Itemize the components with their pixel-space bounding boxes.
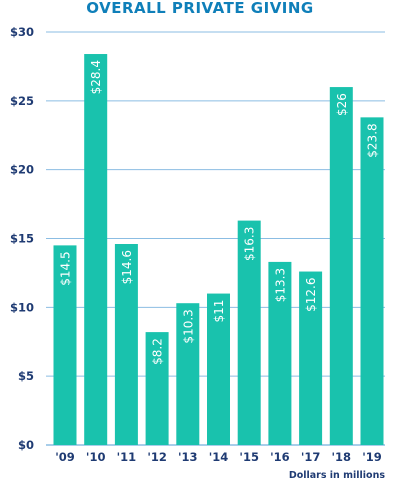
x-tick-label: '09 bbox=[55, 450, 75, 464]
y-tick-label: $25 bbox=[10, 94, 34, 108]
y-tick-label: $10 bbox=[10, 300, 34, 314]
bar-value-label: $28.4 bbox=[89, 60, 103, 94]
bar-value-label: $8.2 bbox=[151, 338, 165, 365]
bar bbox=[299, 271, 323, 445]
bar-value-label: $26 bbox=[335, 93, 349, 116]
bar bbox=[145, 332, 169, 445]
bar-value-label: $10.3 bbox=[181, 309, 195, 343]
x-tick-label: '14 bbox=[209, 450, 229, 464]
y-tick-label: $5 bbox=[18, 369, 34, 383]
x-axis: '09 '10 '11 '12 '13 '14 '15 '16 '17 '18 '19 bbox=[55, 450, 382, 464]
chart-title: OVERALL PRIVATE GIVING bbox=[86, 0, 314, 17]
x-tick-label: '19 bbox=[362, 450, 382, 464]
x-tick-label: '16 bbox=[270, 450, 290, 464]
x-tick-label: '15 bbox=[239, 450, 259, 464]
bar-value-label: $11 bbox=[212, 300, 226, 323]
bar bbox=[84, 54, 108, 445]
x-tick-label: '13 bbox=[178, 450, 198, 464]
bar-value-label: $16.3 bbox=[243, 227, 257, 261]
y-tick-label: $0 bbox=[18, 438, 34, 452]
y-tick-label: $30 bbox=[10, 25, 34, 39]
bar-value-label: $23.8 bbox=[366, 123, 380, 157]
bar bbox=[114, 244, 138, 445]
x-tick-label: '11 bbox=[117, 450, 137, 464]
bars: $14.5 $28.4 $14.6 $8.2 $10.3 $11 $16.3 $13.3 $12… bbox=[53, 54, 384, 446]
x-tick-label: '18 bbox=[332, 450, 352, 464]
y-tick-label: $20 bbox=[10, 163, 34, 177]
y-tick-label: $15 bbox=[10, 232, 34, 246]
x-tick-label: '10 bbox=[86, 450, 106, 464]
y-axis: $0 $5 $10 $15 $20 $25 $30 bbox=[10, 25, 34, 452]
bar bbox=[176, 303, 200, 445]
bar bbox=[360, 117, 384, 445]
bar bbox=[207, 293, 230, 445]
bar-value-label: $14.5 bbox=[59, 251, 73, 285]
bar-value-label: $12.6 bbox=[304, 278, 318, 312]
bar-value-label: $14.6 bbox=[120, 250, 134, 284]
bar-value-label: $13.3 bbox=[273, 268, 287, 302]
x-tick-label: '17 bbox=[301, 450, 321, 464]
bar bbox=[329, 87, 353, 446]
units-note: Dollars in millions bbox=[289, 470, 386, 480]
bar bbox=[268, 261, 292, 445]
x-tick-label: '12 bbox=[147, 450, 167, 464]
bar bbox=[237, 220, 261, 445]
bar bbox=[53, 245, 77, 445]
